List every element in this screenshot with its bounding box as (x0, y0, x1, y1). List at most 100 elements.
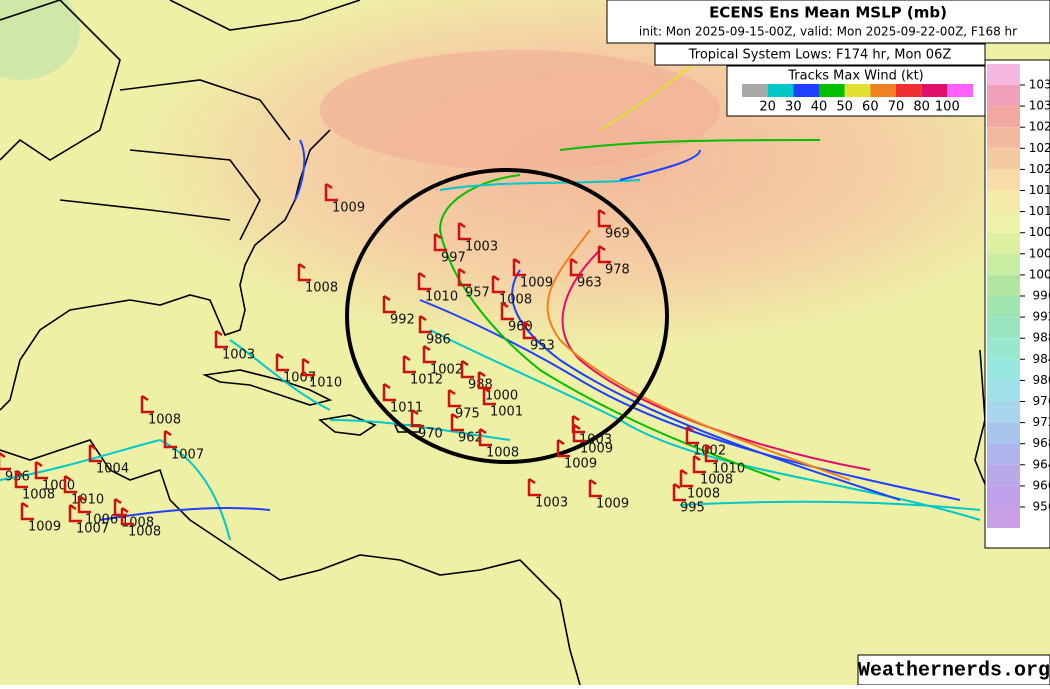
low-label: 1009 (564, 457, 597, 472)
low-label: 1008 (22, 488, 55, 503)
low-label: 997 (441, 251, 466, 266)
low-marker (88, 443, 102, 463)
low-marker (491, 274, 505, 294)
low-label: 1008 (499, 293, 532, 308)
low-marker (402, 354, 416, 374)
scale-label: 960 (1033, 478, 1050, 492)
low-label: 1003 (535, 496, 568, 511)
low-marker (68, 503, 82, 523)
low-label: 978 (605, 263, 630, 278)
low-marker (679, 468, 693, 488)
low-marker (704, 443, 718, 463)
scale-band (987, 232, 1020, 254)
scale-label: 964 (1033, 457, 1050, 471)
scale-label: 1020 (1029, 162, 1050, 176)
low-label: 1007 (76, 522, 109, 537)
track (546, 229, 851, 481)
low-label: 1000 (42, 479, 75, 494)
scale-band (987, 422, 1020, 444)
scale-label: 968 (1033, 436, 1050, 450)
scale-label: 1000 (1029, 267, 1050, 281)
low-label: 936 (5, 470, 30, 485)
scale-label: 1016 (1029, 183, 1050, 197)
low-marker (163, 429, 177, 449)
low-marker (447, 388, 461, 408)
low-marker (588, 478, 602, 498)
low-marker (685, 425, 699, 445)
wind-swatch (793, 84, 819, 97)
scale-band (987, 169, 1020, 191)
low-marker (120, 506, 134, 526)
borders (0, 0, 291, 241)
scale-band (987, 443, 1020, 465)
low-marker (597, 208, 611, 228)
scale-band (987, 190, 1020, 212)
scale-band (987, 274, 1020, 296)
coast (0, 0, 361, 411)
low-label: 957 (465, 286, 490, 301)
low-label: 1008 (486, 446, 519, 461)
low-marker (34, 460, 48, 480)
scale-label: 956 (1033, 500, 1050, 514)
scale-label: 980 (1033, 373, 1050, 387)
scale-label: 1004 (1029, 246, 1050, 260)
low-label: 1008 (700, 473, 733, 488)
low-label: 962 (458, 431, 483, 446)
low-marker (20, 501, 34, 521)
wind-swatch (819, 84, 845, 97)
scale-band (987, 85, 1020, 107)
scale-label: 1036 (1029, 78, 1050, 92)
low-label: 1009 (580, 442, 613, 457)
low-label: 1003 (465, 240, 498, 255)
wind-swatch (742, 84, 768, 97)
low-marker (477, 370, 491, 390)
scale-label: 992 (1033, 310, 1050, 324)
low-marker (450, 412, 464, 432)
high-core (320, 50, 720, 170)
low-marker (418, 314, 432, 334)
low-label: 1012 (410, 373, 443, 388)
scale-band (987, 127, 1020, 149)
scale-band (987, 401, 1020, 423)
low-label: 1009 (332, 201, 365, 216)
low-marker (478, 427, 492, 447)
track (294, 139, 306, 201)
low-marker (77, 494, 91, 514)
low-label: 953 (530, 339, 555, 354)
low-label: 995 (680, 501, 705, 516)
low-marker (417, 271, 431, 291)
wind-label: 40 (811, 100, 828, 115)
low-label: 1010 (71, 493, 104, 508)
low-marker (457, 221, 471, 241)
low-marker (410, 408, 424, 428)
low-marker (301, 357, 315, 377)
scale-label: 1008 (1029, 225, 1050, 239)
low-marker (572, 423, 586, 443)
scale-label: 988 (1033, 331, 1050, 345)
low-marker (500, 301, 514, 321)
track (619, 149, 701, 181)
scale-band (987, 253, 1020, 275)
low-marker (0, 452, 11, 471)
wind-swatch (767, 84, 794, 97)
low-label: 963 (577, 276, 602, 291)
subtitle: init: Mon 2025-09-15-00Z, valid: Mon 202… (639, 25, 1017, 39)
highlight-circle (345, 168, 669, 464)
scale-band (987, 380, 1020, 402)
watermark-box (857, 654, 1050, 686)
low-label: 1007 (171, 448, 204, 463)
wind-label: 30 (785, 100, 802, 115)
track (679, 500, 981, 511)
low-marker (569, 257, 583, 277)
scale-band (987, 338, 1020, 360)
legend-box (654, 43, 986, 66)
pressure-scale: 1036 1032 1028 1024 1020 1016 1012 1008 1004 1000… (987, 64, 1050, 528)
low-label: 1008 (128, 525, 161, 540)
low-label: 1009 (596, 497, 629, 512)
scale-label: 1028 (1029, 120, 1050, 134)
low-marker (140, 394, 154, 414)
low-label: 1009 (28, 520, 61, 535)
low-label: 1006 (85, 513, 118, 528)
